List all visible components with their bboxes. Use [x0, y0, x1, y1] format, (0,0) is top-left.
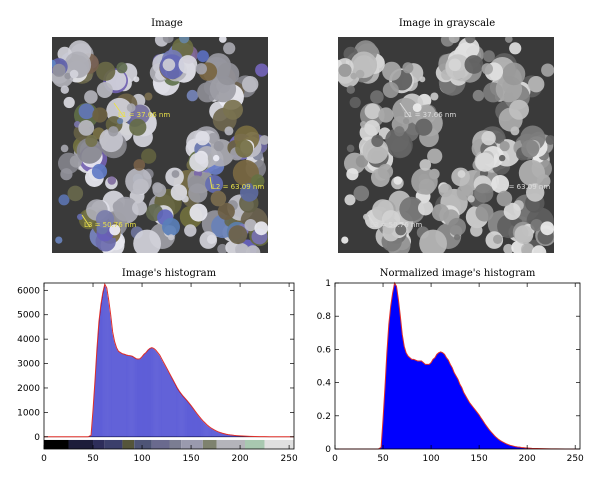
histogram-y-tick-label: 5000 — [17, 311, 40, 321]
measurement-label-l1: L1 = 37.66 nm — [404, 111, 456, 119]
image-title: Image — [151, 18, 183, 29]
normalized-y-tick-label: 0.4 — [317, 379, 332, 389]
normalized-y-tick-label: 1 — [325, 279, 331, 289]
histogram-y-tick-label: 2000 — [17, 384, 40, 394]
grayscale-colorbar-segment — [151, 439, 170, 449]
grayscale-micrograph: L1 = 37.66 nm L2 = 63.09 nm L3 = 50.76 nm — [338, 37, 554, 253]
normalized-frame — [334, 282, 581, 450]
grayscale-colorbar-segment — [264, 439, 294, 449]
histogram-y-tick-label: 0 — [34, 433, 40, 443]
measurement-label-l2: L2 = 63.09 nm — [212, 183, 264, 191]
normalized-y-tick-label: 0.8 — [317, 312, 332, 322]
histogram-frame — [43, 282, 295, 450]
histogram-x-tick-label: 0 — [41, 454, 47, 464]
normalized-x-tick-label: 200 — [519, 454, 536, 464]
measurement-label-l3: L3 = 50.76 nm — [84, 221, 136, 229]
measurement-label-l3: L3 = 50.76 nm — [370, 221, 422, 229]
histogram-x-tick-label: 50 — [87, 454, 99, 464]
normalized-x-tick-label: 150 — [471, 454, 488, 464]
grayscale-colorbar-segment — [202, 439, 217, 449]
histogram-x-tick-label: 200 — [231, 454, 248, 464]
grayscale-colorbar-segment — [244, 439, 265, 449]
normalized-x-tick-label: 50 — [377, 454, 389, 464]
grayscale-colorbar-segment — [44, 439, 69, 449]
grayscale-colorbar-segment — [134, 439, 152, 449]
normalized-x-tick-label: 100 — [422, 454, 439, 464]
grayscale-colorbar-segment — [181, 439, 203, 449]
normalized-histogram-title: Normalized image's histogram — [379, 268, 536, 279]
normalized-y-tick-label: 0 — [325, 445, 331, 455]
histogram-y-tick-label: 4000 — [17, 335, 40, 345]
grayscale-colorbar-segment — [104, 439, 123, 449]
measurement-label-l1: L1 = 37.66 nm — [118, 111, 170, 119]
grayscale-colorbar-segment — [93, 439, 105, 449]
histogram-y-tick-label: 6000 — [17, 286, 40, 296]
measurement-label-l2: L2 = 63.09 nm — [498, 183, 550, 191]
normalized-histogram-area — [335, 283, 580, 449]
histogram-title: Image's histogram — [121, 268, 217, 279]
normalized-y-tick-label: 0.6 — [317, 345, 332, 355]
color-micrograph: L1 = 37.66 nm L2 = 63.09 nm L3 = 50.76 nm — [52, 37, 268, 253]
histogram-y-tick-label: 1000 — [17, 408, 40, 418]
histogram-y-tick-label: 3000 — [17, 360, 40, 370]
grayscale-image-title: Image in grayscale — [398, 18, 496, 29]
grayscale-colorbar-segment — [169, 439, 182, 449]
grayscale-colorbar-segment — [122, 439, 135, 449]
normalized-histogram-line — [335, 281, 581, 450]
normalized-x-tick-label: 0 — [332, 454, 338, 464]
normalized-x-tick-label: 250 — [567, 454, 584, 464]
normalized-y-tick-label: 0.2 — [317, 412, 331, 422]
histogram-x-tick-label: 250 — [281, 454, 298, 464]
grayscale-colorbar-segment — [216, 439, 245, 449]
histogram-x-tick-label: 100 — [133, 454, 150, 464]
histogram-x-tick-label: 150 — [182, 454, 199, 464]
histogram-envelope-line — [44, 282, 295, 438]
grayscale-colorbar-segment — [68, 439, 94, 449]
